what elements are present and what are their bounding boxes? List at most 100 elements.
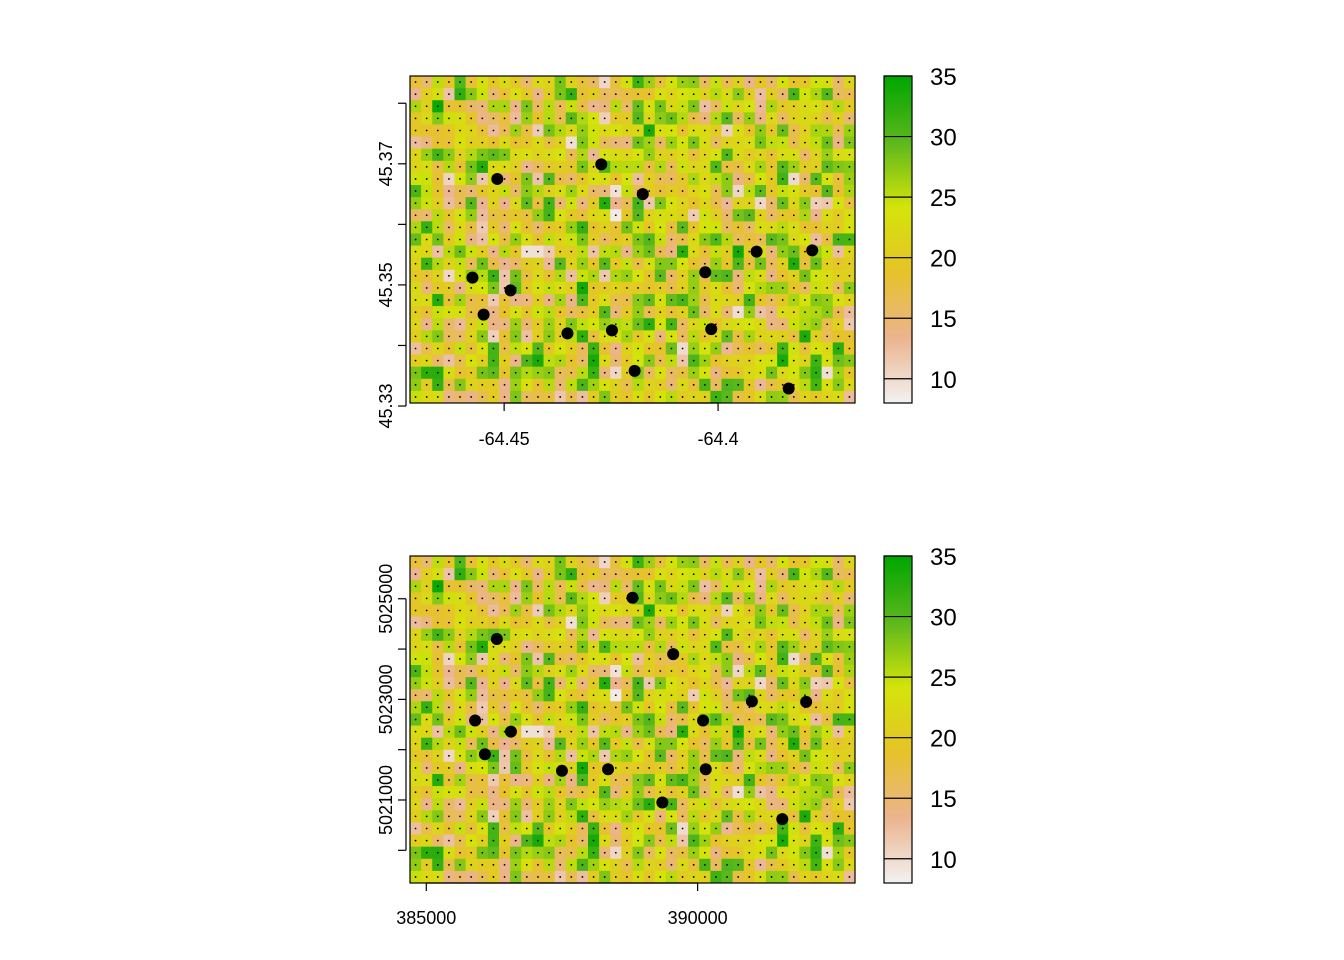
grid-dot [681, 396, 684, 398]
grid-dot [436, 117, 439, 120]
grid-dot [781, 730, 784, 733]
grid-dot [759, 335, 762, 338]
grid-dot [637, 694, 639, 697]
grid-dot [770, 250, 773, 253]
colorbar-segment [884, 373, 912, 377]
grid-dot [414, 767, 417, 769]
grid-dot [503, 851, 506, 854]
grid-dot [681, 742, 684, 745]
grid-dot [559, 238, 562, 241]
grid-dot [637, 779, 639, 781]
grid-dot [681, 93, 684, 96]
grid-dot [614, 585, 617, 588]
grid-dot [414, 117, 417, 120]
grid-dot [559, 670, 562, 672]
sample-point [699, 266, 712, 279]
grid-dot [581, 117, 584, 120]
grid-dot [781, 299, 784, 301]
grid-dot [559, 202, 562, 205]
grid-dot [425, 561, 428, 563]
grid-dot [514, 670, 517, 672]
grid-dot [525, 742, 528, 745]
grid-dot [826, 658, 829, 660]
grid-dot [425, 141, 428, 144]
grid-dot [681, 153, 684, 156]
grid-dot [804, 214, 806, 217]
grid-dot [815, 609, 817, 612]
grid-dot [603, 827, 606, 830]
grid-dot [692, 706, 695, 709]
grid-dot [792, 754, 795, 757]
grid-dot [537, 754, 539, 757]
grid-dot [759, 287, 762, 289]
grid-dot [737, 682, 740, 685]
grid-dot [804, 573, 806, 576]
grid-dot [592, 851, 595, 854]
colorbar-segment [884, 588, 912, 592]
colorbar-segment [884, 790, 912, 794]
grid-dot [737, 81, 740, 83]
grid-dot [804, 682, 806, 685]
grid-dot [670, 742, 673, 745]
grid-dot [581, 287, 584, 289]
grid-dot [448, 621, 450, 624]
colorbar-segment [884, 615, 912, 620]
grid-dot [781, 178, 784, 180]
grid-dot [570, 190, 573, 192]
grid-dot [503, 658, 506, 660]
grid-dot [737, 287, 740, 289]
grid-dot [781, 262, 784, 265]
grid-dot [748, 238, 751, 241]
grid-dot [837, 706, 840, 709]
grid-dot [792, 851, 795, 854]
grid-dot [815, 274, 817, 277]
grid-dot [548, 585, 550, 588]
grid-dot [559, 153, 562, 156]
grid-dot [737, 609, 740, 612]
grid-dot [448, 371, 450, 374]
grid-dot [770, 815, 773, 818]
grid-dot [592, 609, 595, 612]
grid-dot [425, 827, 428, 830]
grid-dot [837, 573, 840, 576]
grid-dot [815, 585, 817, 588]
grid-dot [815, 597, 817, 600]
grid-dot [448, 815, 450, 818]
grid-dot [481, 718, 484, 721]
grid-dot [703, 311, 706, 314]
grid-dot [759, 561, 762, 563]
grid-dot [648, 742, 651, 745]
grid-dot [459, 706, 461, 709]
grid-dot [570, 238, 573, 241]
grid-dot [692, 791, 695, 794]
grid-dot [525, 561, 528, 563]
grid-dot [425, 129, 428, 132]
grid-dot [470, 93, 473, 96]
grid-dot [848, 129, 851, 132]
grid-dot [614, 670, 617, 672]
grid-dot [737, 597, 740, 600]
grid-dot [703, 347, 706, 350]
grid-dot [470, 573, 473, 576]
grid-dot [792, 779, 795, 781]
colorbar-segment [884, 394, 912, 399]
grid-dot [626, 117, 628, 120]
grid-dot [581, 396, 584, 398]
grid-dot [559, 658, 562, 660]
grid-dot [737, 250, 740, 253]
grid-dot [459, 694, 461, 697]
grid-dot [737, 633, 740, 636]
grid-dot [726, 141, 728, 144]
grid-dot [781, 93, 784, 96]
grid-dot [481, 827, 484, 830]
grid-dot [726, 396, 728, 398]
grid-dot [648, 791, 651, 794]
grid-dot [603, 730, 606, 733]
grid-dot [436, 335, 439, 338]
grid-dot [448, 250, 450, 253]
grid-dot [770, 190, 773, 192]
grid-dot [481, 767, 484, 769]
grid-dot [848, 827, 851, 830]
grid-dot [559, 129, 562, 132]
grid-dot [581, 178, 584, 180]
